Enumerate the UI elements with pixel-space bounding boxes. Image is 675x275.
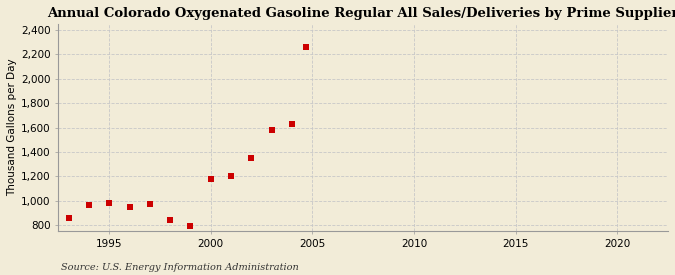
Point [124, 205, 135, 209]
Point [301, 45, 312, 49]
Text: Source: U.S. Energy Information Administration: Source: U.S. Energy Information Administ… [61, 263, 298, 272]
Point [205, 177, 216, 181]
Point [246, 156, 257, 160]
Point [225, 174, 236, 178]
Point [104, 201, 115, 205]
Point [267, 128, 277, 132]
Point [144, 202, 155, 207]
Point [185, 224, 196, 228]
Point [84, 203, 95, 207]
Point [63, 216, 74, 221]
Y-axis label: Thousand Gallons per Day: Thousand Gallons per Day [7, 59, 17, 196]
Point [287, 122, 298, 127]
Title: Annual Colorado Oxygenated Gasoline Regular All Sales/Deliveries by Prime Suppli: Annual Colorado Oxygenated Gasoline Regu… [47, 7, 675, 20]
Point [165, 218, 176, 222]
